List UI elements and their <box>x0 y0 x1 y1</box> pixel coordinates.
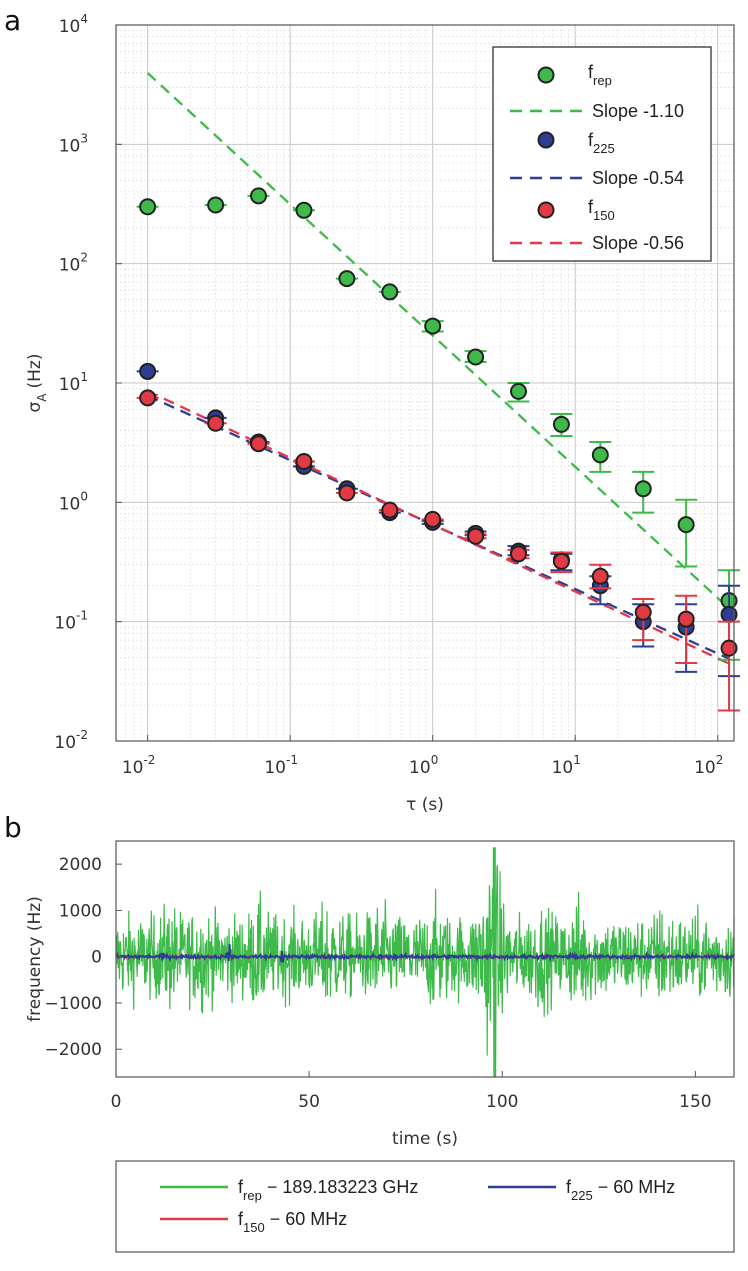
y-tick-label: 10-1 <box>54 609 88 634</box>
point-frep <box>250 187 268 205</box>
point-f150 <box>381 501 399 519</box>
y-tick-label: 10-2 <box>54 728 88 753</box>
frequency-time-chart: 0 50 100 150 −2000 −1000 0 1000 2000 time (s) fr… <box>25 840 735 1253</box>
point-frep <box>139 198 157 216</box>
point-frep <box>552 415 570 433</box>
point-f150 <box>720 639 738 657</box>
trace-frep <box>115 847 735 1077</box>
point-f150 <box>634 603 652 621</box>
point-frep <box>338 270 356 288</box>
fit-line-f225 <box>147 394 730 660</box>
panel-b-axes-box <box>115 840 735 1078</box>
panel-a-letter: a <box>4 4 21 37</box>
b-y-tick-label: 1000 <box>59 901 102 921</box>
b-x-tick-label: 150 <box>679 1092 711 1112</box>
legend-b-f150-label: f150 − 60 MHz <box>238 1209 347 1235</box>
point-frep <box>510 382 528 400</box>
legend-f150-fit-label: Slope -0.56 <box>592 233 684 253</box>
point-f150 <box>207 414 225 432</box>
fit-line-frep <box>146 72 730 610</box>
point-frep <box>381 283 399 301</box>
panel-a-fit-lines <box>146 72 730 665</box>
panel-b-legend-box <box>115 1160 735 1253</box>
b-y-tick-label: −2000 <box>44 1040 102 1060</box>
panel-a-ylabel-sub: A <box>35 393 49 402</box>
y-tick-label: 102 <box>59 251 88 276</box>
point-frep <box>424 317 442 335</box>
legend-f225-marker <box>537 131 555 149</box>
point-frep <box>207 196 225 214</box>
point-f150 <box>510 545 528 563</box>
b-y-tick-label: 0 <box>91 948 102 968</box>
legend-f150-label: f150 <box>588 197 615 223</box>
x-tick-label: 10-2 <box>122 753 156 778</box>
point-f150 <box>139 389 157 407</box>
panel-a-xlabel: τ (s) <box>406 795 444 815</box>
legend-b-frep-label: frep − 189.183223 GHz <box>238 1177 418 1203</box>
y-tick-label: 101 <box>59 370 88 395</box>
y-tick-label: 103 <box>59 131 88 156</box>
panel-a-legend-box <box>492 46 712 262</box>
panel-b-traces <box>115 847 735 1077</box>
point-f150 <box>250 435 268 453</box>
b-x-tick-label: 50 <box>298 1092 320 1112</box>
y-tick-label: 100 <box>59 489 88 514</box>
point-f150 <box>591 567 609 585</box>
point-frep <box>634 480 652 498</box>
x-tick-label: 101 <box>552 753 581 778</box>
trace-f225 <box>115 943 735 963</box>
legend-frep-label: frep <box>588 62 612 88</box>
point-f225 <box>139 362 157 380</box>
legend-frep-fit-label: Slope -1.10 <box>592 101 684 121</box>
b-x-tick-label: 100 <box>486 1092 518 1112</box>
point-f150 <box>424 510 442 528</box>
panel-b-letter: b <box>4 811 22 844</box>
point-f150 <box>295 452 313 470</box>
b-y-tick-label: 2000 <box>59 855 102 875</box>
b-y-tick-label: −1000 <box>44 994 102 1014</box>
panel-b-ylabel: frequency (Hz) <box>25 896 45 1022</box>
y-tick-label: 104 <box>59 12 88 37</box>
panel-a-legend: frep Slope -1.10 f225 Slope -0.54 f150 S… <box>492 46 712 262</box>
point-f150 <box>467 527 485 545</box>
x-tick-label: 102 <box>694 753 723 778</box>
allan-deviation-chart: 10-2 10-1 100 101 102 10-2 10-1 100 101 102 103 104… <box>25 12 741 815</box>
legend-f225-fit-label: Slope -0.54 <box>592 168 684 188</box>
panel-b-xlabel: time (s) <box>392 1129 458 1149</box>
legend-f150-marker <box>537 201 555 219</box>
x-tick-label: 10-1 <box>264 753 298 778</box>
panel-a-data-points <box>136 187 741 712</box>
x-tick-label: 100 <box>409 753 438 778</box>
panel-a-ylabel-sigma: σ <box>25 401 45 412</box>
point-f150 <box>552 552 570 570</box>
legend-frep-marker <box>537 66 555 84</box>
point-frep <box>467 348 485 366</box>
panel-b-legend: frep − 189.183223 GHz f225 − 60 MHz f150… <box>115 1160 735 1253</box>
panel-a-ylabel-unit: (Hz) <box>25 354 45 389</box>
panel-a-ylabel: σA (Hz) <box>25 354 49 413</box>
b-x-tick-label: 0 <box>111 1092 122 1112</box>
point-frep <box>591 446 609 464</box>
legend-f225-label: f225 <box>588 130 615 156</box>
legend-b-f225-label: f225 − 60 MHz <box>566 1177 675 1203</box>
point-f150 <box>677 610 695 628</box>
panel-a-tick-labels: 10-2 10-1 100 101 102 10-2 10-1 100 101 102 103 104 <box>54 12 723 778</box>
point-f150 <box>338 484 356 502</box>
point-frep <box>295 201 313 219</box>
point-frep <box>677 516 695 534</box>
panel-b-tick-labels: 0 50 100 150 −2000 −1000 0 1000 2000 <box>44 855 711 1112</box>
